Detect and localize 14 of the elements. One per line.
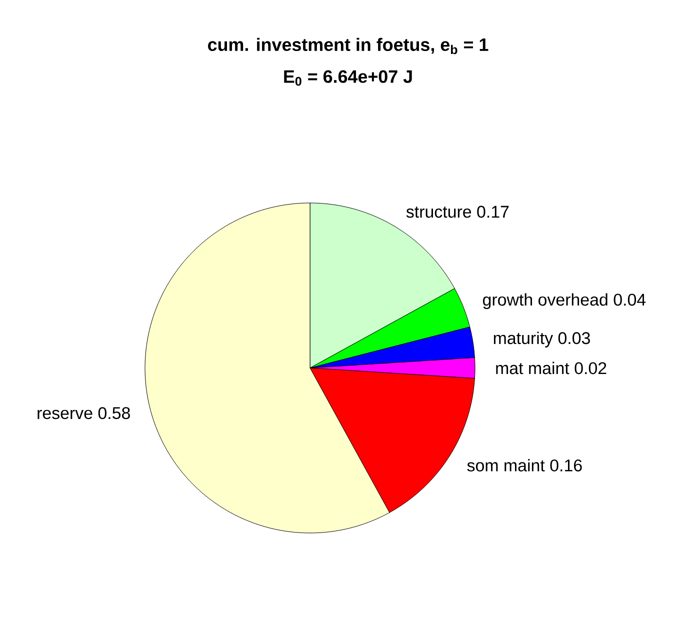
- slice-label: maturity: [494, 332, 553, 348]
- data-label: 0.02: [574, 362, 606, 374]
- data-label: 0.03: [558, 332, 590, 344]
- slice-label: growth overhead: [483, 293, 608, 310]
- chart-subtitle: E$_{0}$ = 6.64e+07 J: [284, 70, 412, 86]
- data-label: 0.58: [98, 407, 130, 420]
- slice-label: som maint: [467, 459, 545, 472]
- data-label: 0.04: [614, 294, 646, 306]
- data-label: 0.17: [477, 206, 509, 218]
- slice-label: reserve: [38, 410, 92, 420]
- slice-label: mat maint: [496, 362, 570, 374]
- data-label: 0.16: [550, 459, 582, 472]
- slice-label: structure: [406, 206, 472, 218]
- chart-title: cum. investment in foetus, e$_{b}$ = 1: [208, 38, 488, 54]
